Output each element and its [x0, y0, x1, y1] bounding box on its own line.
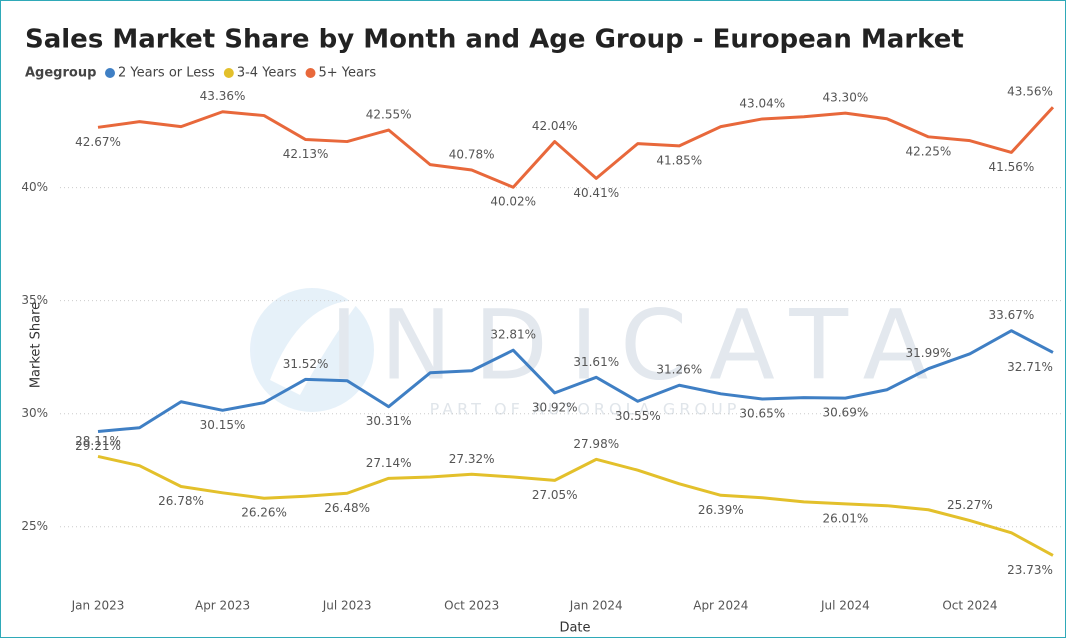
data-label: 40.78% — [449, 148, 495, 162]
data-label: 30.65% — [739, 407, 785, 421]
data-label: 32.71% — [1007, 360, 1053, 374]
data-label: 23.73% — [1007, 563, 1053, 577]
data-label: 29.21% — [75, 439, 121, 453]
data-label: 31.52% — [283, 357, 329, 371]
line — [97, 454, 1054, 557]
legend-label: 5+ Years — [319, 66, 377, 81]
y-tick-label: 30% — [21, 406, 48, 420]
data-label: 31.26% — [656, 363, 702, 377]
x-tick-label: Jul 2024 — [820, 599, 870, 613]
x-tick-label: Oct 2023 — [444, 599, 499, 613]
data-label: 26.39% — [698, 503, 744, 517]
watermark-subtitle: PART OF AUTOROLA GROUP — [430, 400, 741, 419]
data-label: 26.26% — [241, 506, 287, 520]
data-label: 42.04% — [532, 119, 578, 133]
chart-title: Sales Market Share by Month and Age Grou… — [25, 25, 964, 55]
data-label: 42.67% — [75, 135, 121, 149]
data-label: 27.05% — [532, 488, 578, 502]
line — [97, 106, 1055, 189]
y-tick-label: 35% — [21, 293, 48, 307]
data-label: 27.98% — [573, 437, 619, 451]
data-label: 31.99% — [906, 346, 952, 360]
data-label: 43.30% — [822, 91, 868, 105]
data-label: 32.81% — [490, 328, 536, 342]
data-label: 27.32% — [449, 452, 495, 466]
y-tick-label: 40% — [21, 180, 48, 194]
data-label: 31.61% — [573, 355, 619, 369]
data-label: 30.15% — [200, 418, 246, 432]
legend-title: Agegroup — [25, 66, 96, 81]
watermark: INDICATA — [330, 289, 950, 401]
legend-marker — [305, 68, 316, 78]
data-label: 43.56% — [1007, 85, 1053, 99]
legend-label: 2 Years or Less — [118, 66, 215, 81]
x-tick-label: Apr 2024 — [693, 599, 748, 613]
legend-label: 3-4 Years — [237, 66, 297, 81]
x-tick-label: Oct 2024 — [942, 599, 997, 613]
y-tick-label: 25% — [21, 519, 48, 533]
x-tick-label: Jul 2023 — [322, 599, 372, 613]
data-label: 30.92% — [532, 400, 578, 414]
data-label: 42.13% — [283, 147, 329, 161]
data-label: 26.78% — [158, 494, 204, 508]
data-label: 43.36% — [200, 89, 246, 103]
legend-marker — [105, 68, 115, 78]
data-label: 42.55% — [366, 108, 412, 122]
legend-marker — [223, 68, 234, 78]
data-label: 26.48% — [324, 501, 370, 515]
data-label: 30.55% — [615, 409, 661, 423]
data-label: 25.27% — [947, 498, 993, 512]
data-label: 30.69% — [822, 406, 868, 420]
line — [97, 329, 1054, 434]
data-label: 40.02% — [490, 195, 536, 209]
x-axis-label: Date — [559, 621, 590, 636]
data-label: 43.04% — [739, 96, 785, 110]
data-label: 41.56% — [989, 160, 1035, 174]
data-label: 40.41% — [573, 186, 619, 200]
data-label: 26.01% — [822, 511, 868, 525]
x-tick-label: Jan 2024 — [569, 599, 623, 613]
data-label: 41.85% — [656, 153, 702, 167]
x-tick-label: Apr 2023 — [195, 599, 250, 613]
data-label: 33.67% — [989, 308, 1035, 322]
x-tick-label: Jan 2023 — [71, 599, 125, 613]
data-label: 30.31% — [366, 414, 412, 428]
y-axis-label: Market Share — [29, 302, 44, 388]
data-label: 27.14% — [366, 456, 412, 470]
data-label: 42.25% — [906, 144, 952, 158]
data-label: 28.11% — [75, 434, 121, 448]
